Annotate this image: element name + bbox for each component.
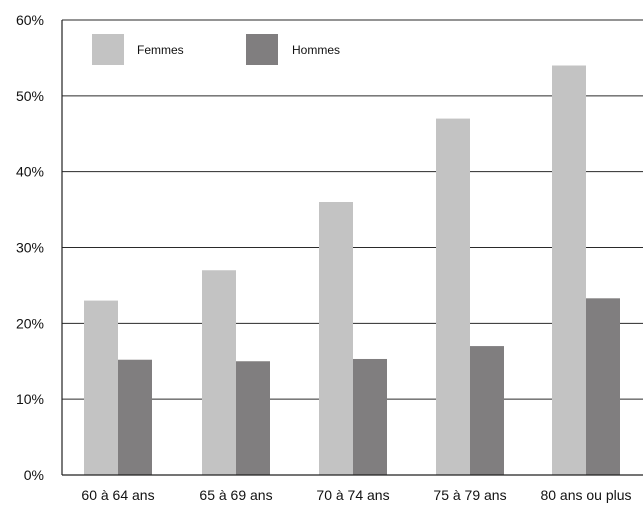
bar-femmes-2 (319, 202, 353, 475)
y-tick-labels: 0% 10% 20% 30% 40% 50% 60% (16, 12, 44, 483)
bar-hommes-1 (236, 361, 270, 475)
x-tick-label: 80 ans ou plus (540, 487, 631, 503)
bar-hommes-2 (353, 358, 387, 475)
y-tick-label: 0% (24, 467, 44, 483)
y-tick-label: 10% (16, 391, 44, 407)
axes (61, 20, 643, 476)
legend-label-femmes: Femmes (137, 43, 184, 57)
x-tick-label: 75 à 79 ans (433, 487, 506, 503)
y-tick-label: 40% (16, 164, 44, 180)
y-tick-label: 60% (16, 12, 44, 28)
y-tick-label: 20% (16, 315, 44, 331)
x-tick-label: 70 à 74 ans (316, 487, 389, 503)
bars (84, 65, 620, 475)
x-tick-label: 65 à 69 ans (199, 487, 272, 503)
bar-hommes-4 (586, 298, 620, 475)
y-tick-label: 30% (16, 240, 44, 256)
x-tick-labels: 60 à 64 ans 65 à 69 ans 70 à 74 ans 75 à 79… (81, 487, 631, 503)
bar-hommes-0 (118, 359, 152, 475)
bar-femmes-4 (552, 65, 586, 475)
bar-hommes-3 (470, 346, 504, 475)
bar-femmes-0 (84, 300, 118, 475)
bar-femmes-3 (436, 118, 470, 475)
bar-femmes-1 (202, 270, 236, 475)
legend-label-hommes: Hommes (292, 43, 340, 57)
legend: Femmes Hommes (92, 34, 340, 65)
legend-swatch-femmes (92, 34, 124, 65)
x-tick-label: 60 à 64 ans (81, 487, 154, 503)
y-tick-label: 50% (16, 88, 44, 104)
legend-swatch-hommes (246, 34, 278, 65)
